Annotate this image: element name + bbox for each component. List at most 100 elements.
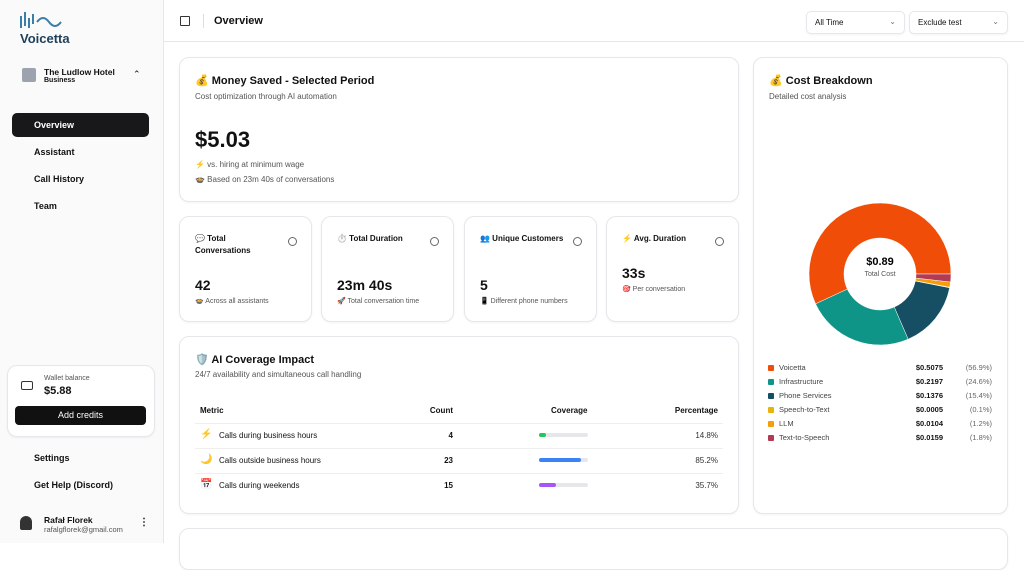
stat-title: ⚡ Avg. Duration — [622, 234, 687, 243]
column-header: Coverage — [551, 406, 588, 415]
add-credits-button[interactable]: Add credits — [15, 406, 146, 425]
help-link[interactable]: Get Help (Discord) — [34, 480, 114, 490]
time-filter[interactable]: All Time ⌄ — [806, 11, 905, 34]
legend-name: LLM — [779, 419, 794, 428]
workspace-icon — [22, 68, 36, 82]
legend-share: (1.8%) — [969, 433, 992, 442]
donut-segment — [815, 288, 909, 346]
saved-amount: $5.03 — [195, 127, 251, 152]
legend-name: Text-to-Speech — [779, 433, 830, 442]
stat-note: 📱 Different phone numbers — [480, 298, 568, 305]
test-filter[interactable]: Exclude test ⌄ — [909, 11, 1008, 34]
row-border — [195, 448, 723, 449]
row-icon: 📅 — [200, 479, 213, 490]
total-cost: $0.89 — [866, 256, 894, 268]
stat-value: 5 — [480, 277, 488, 293]
row-percentage: 35.7% — [695, 481, 718, 490]
settings-link[interactable]: Settings — [34, 453, 70, 463]
call-volume-card — [179, 528, 1008, 570]
card-title: 🛡️ AI Coverage Impact — [195, 354, 315, 366]
stat-note: 🍲 Across all assistants — [195, 298, 269, 305]
stat-value: 33s — [622, 265, 646, 281]
row-count: 4 — [448, 431, 453, 440]
note: ⚡ vs. hiring at minimum wage — [195, 160, 305, 169]
coverage-bar — [539, 483, 557, 487]
legend-amount: $0.0005 — [915, 405, 943, 414]
stat-title: 👥 Unique Customers — [480, 234, 564, 243]
logo-mark — [20, 12, 62, 28]
stat-card: 👥 Unique Customers 5 📱 Different phone num… — [464, 216, 597, 322]
card-subtitle: Detailed cost analysis — [769, 92, 847, 101]
sidebar-toggle[interactable] — [180, 16, 190, 26]
wallet-card — [7, 365, 155, 437]
row-metric: Calls during business hours — [219, 431, 318, 440]
row-icon: ⚡ — [200, 429, 213, 440]
coverage-card: 🛡️ AI Coverage Impact 24/7 availability … — [179, 336, 739, 514]
user-email: rafalgflorek@gmail.com — [44, 525, 123, 534]
legend-share: (1.2%) — [969, 419, 992, 428]
card-subtitle: 24/7 availability and simultaneous call … — [195, 370, 362, 379]
legend-share: (24.6%) — [965, 377, 992, 386]
donut-chart: $0.89 Total Cost — [808, 202, 952, 346]
card-title: 💰 Cost Breakdown — [769, 75, 873, 87]
nav-item[interactable]: Assistant — [34, 147, 75, 157]
nav-item[interactable]: Team — [34, 201, 57, 211]
stat-card: ⚡ Avg. Duration 33s 🎯 Per conversation — [606, 216, 739, 322]
legend-swatch — [768, 421, 774, 427]
stat-note: 🚀 Total conversation time — [337, 298, 420, 305]
stat-value: 42 — [195, 277, 211, 293]
user-name: Rafał Florek — [44, 515, 93, 525]
stat-card: 💬 Total Conversations 42 🍲 Across all assi… — [179, 216, 312, 322]
legend-swatch — [768, 407, 774, 413]
stat-card: ⏱️ Total Duration 23m 40s 🚀 Total conversa… — [321, 216, 454, 322]
column-header: Count — [429, 406, 453, 415]
chevron: ⌄ — [889, 17, 896, 26]
stat-value: 23m 40s — [337, 277, 393, 293]
row-count: 23 — [444, 456, 453, 465]
chevron: ⌄ — [992, 17, 999, 26]
total-cost-label: Total Cost — [864, 271, 895, 278]
workspace-name[interactable]: The Ludlow Hotel — [44, 67, 115, 77]
card-title: 💰 Money Saved - Selected Period — [195, 75, 375, 87]
user-menu[interactable]: ⋮ — [139, 517, 149, 528]
divider — [203, 14, 204, 28]
legend-name: Voicetta — [779, 363, 806, 372]
nav-item[interactable]: Call History — [34, 174, 85, 184]
legend-swatch — [768, 393, 774, 399]
donut-segment — [915, 273, 952, 283]
sidebar — [0, 0, 164, 543]
header-border — [164, 41, 1024, 42]
legend-amount: $0.0104 — [915, 419, 943, 428]
row-border — [195, 423, 723, 424]
legend-swatch — [768, 379, 774, 385]
column-header: Percentage — [674, 406, 718, 415]
wallet-label: Wallet balance — [44, 375, 90, 382]
money-saved-card: 💰 Money Saved - Selected Period Cost opt… — [179, 57, 739, 202]
legend-name: Infrastructure — [779, 377, 824, 386]
stat-icon — [288, 237, 297, 246]
note: 🍲 Based on 23m 40s of conversations — [195, 175, 335, 184]
legend-name: Speech-to-Text — [779, 405, 830, 414]
coverage-track — [539, 483, 588, 487]
legend-name: Phone Services — [779, 391, 832, 400]
stat-icon — [430, 237, 439, 246]
row-percentage: 85.2% — [695, 456, 718, 465]
stat-icon — [573, 237, 582, 246]
wallet-amount: $5.88 — [44, 385, 72, 397]
row-percentage: 14.8% — [695, 431, 718, 440]
brand: Voicetta — [20, 31, 70, 46]
row-count: 15 — [444, 481, 453, 490]
nav-item[interactable]: Overview — [12, 113, 149, 137]
workspace-plan: Business — [44, 77, 76, 84]
coverage-bar — [539, 433, 547, 437]
workspace-toggle[interactable]: ⌃ — [133, 69, 141, 79]
column-header: Metric — [200, 406, 224, 415]
legend-amount: $0.1376 — [915, 391, 943, 400]
stat-note: 🎯 Per conversation — [622, 286, 686, 293]
wallet-icon — [21, 381, 33, 390]
legend-amount: $0.0159 — [915, 433, 943, 442]
legend-share: (15.4%) — [965, 391, 992, 400]
row-metric: Calls during weekends — [219, 481, 300, 490]
row-icon: 🌙 — [200, 454, 213, 465]
